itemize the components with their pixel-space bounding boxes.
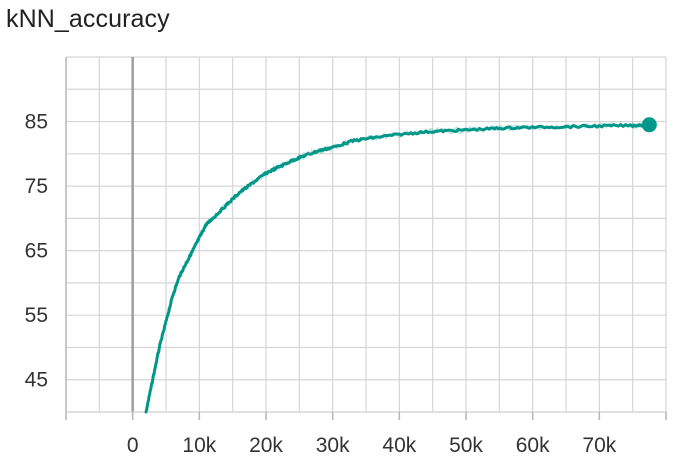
y-tick-label: 45 bbox=[25, 369, 48, 392]
x-tick-label: 30k bbox=[316, 434, 350, 457]
y-tick-label: 75 bbox=[25, 175, 48, 198]
x-tick-label: 40k bbox=[382, 434, 416, 457]
series-line bbox=[144, 122, 651, 414]
x-tick-label: 10k bbox=[182, 434, 216, 457]
series-raw-line bbox=[145, 120, 650, 413]
x-tick-label: 50k bbox=[449, 434, 483, 457]
x-tick-label: 20k bbox=[249, 434, 283, 457]
x-tick-label: 60k bbox=[516, 434, 550, 457]
y-tick-label: 85 bbox=[25, 111, 48, 134]
x-tick-label: 0 bbox=[127, 434, 139, 457]
chart-title: kNN_accuracy bbox=[6, 5, 170, 33]
x-tick-label: 70k bbox=[582, 434, 616, 457]
series-endpoint bbox=[641, 117, 657, 133]
y-tick-label: 55 bbox=[25, 304, 48, 327]
y-tick-label: 65 bbox=[25, 240, 48, 263]
